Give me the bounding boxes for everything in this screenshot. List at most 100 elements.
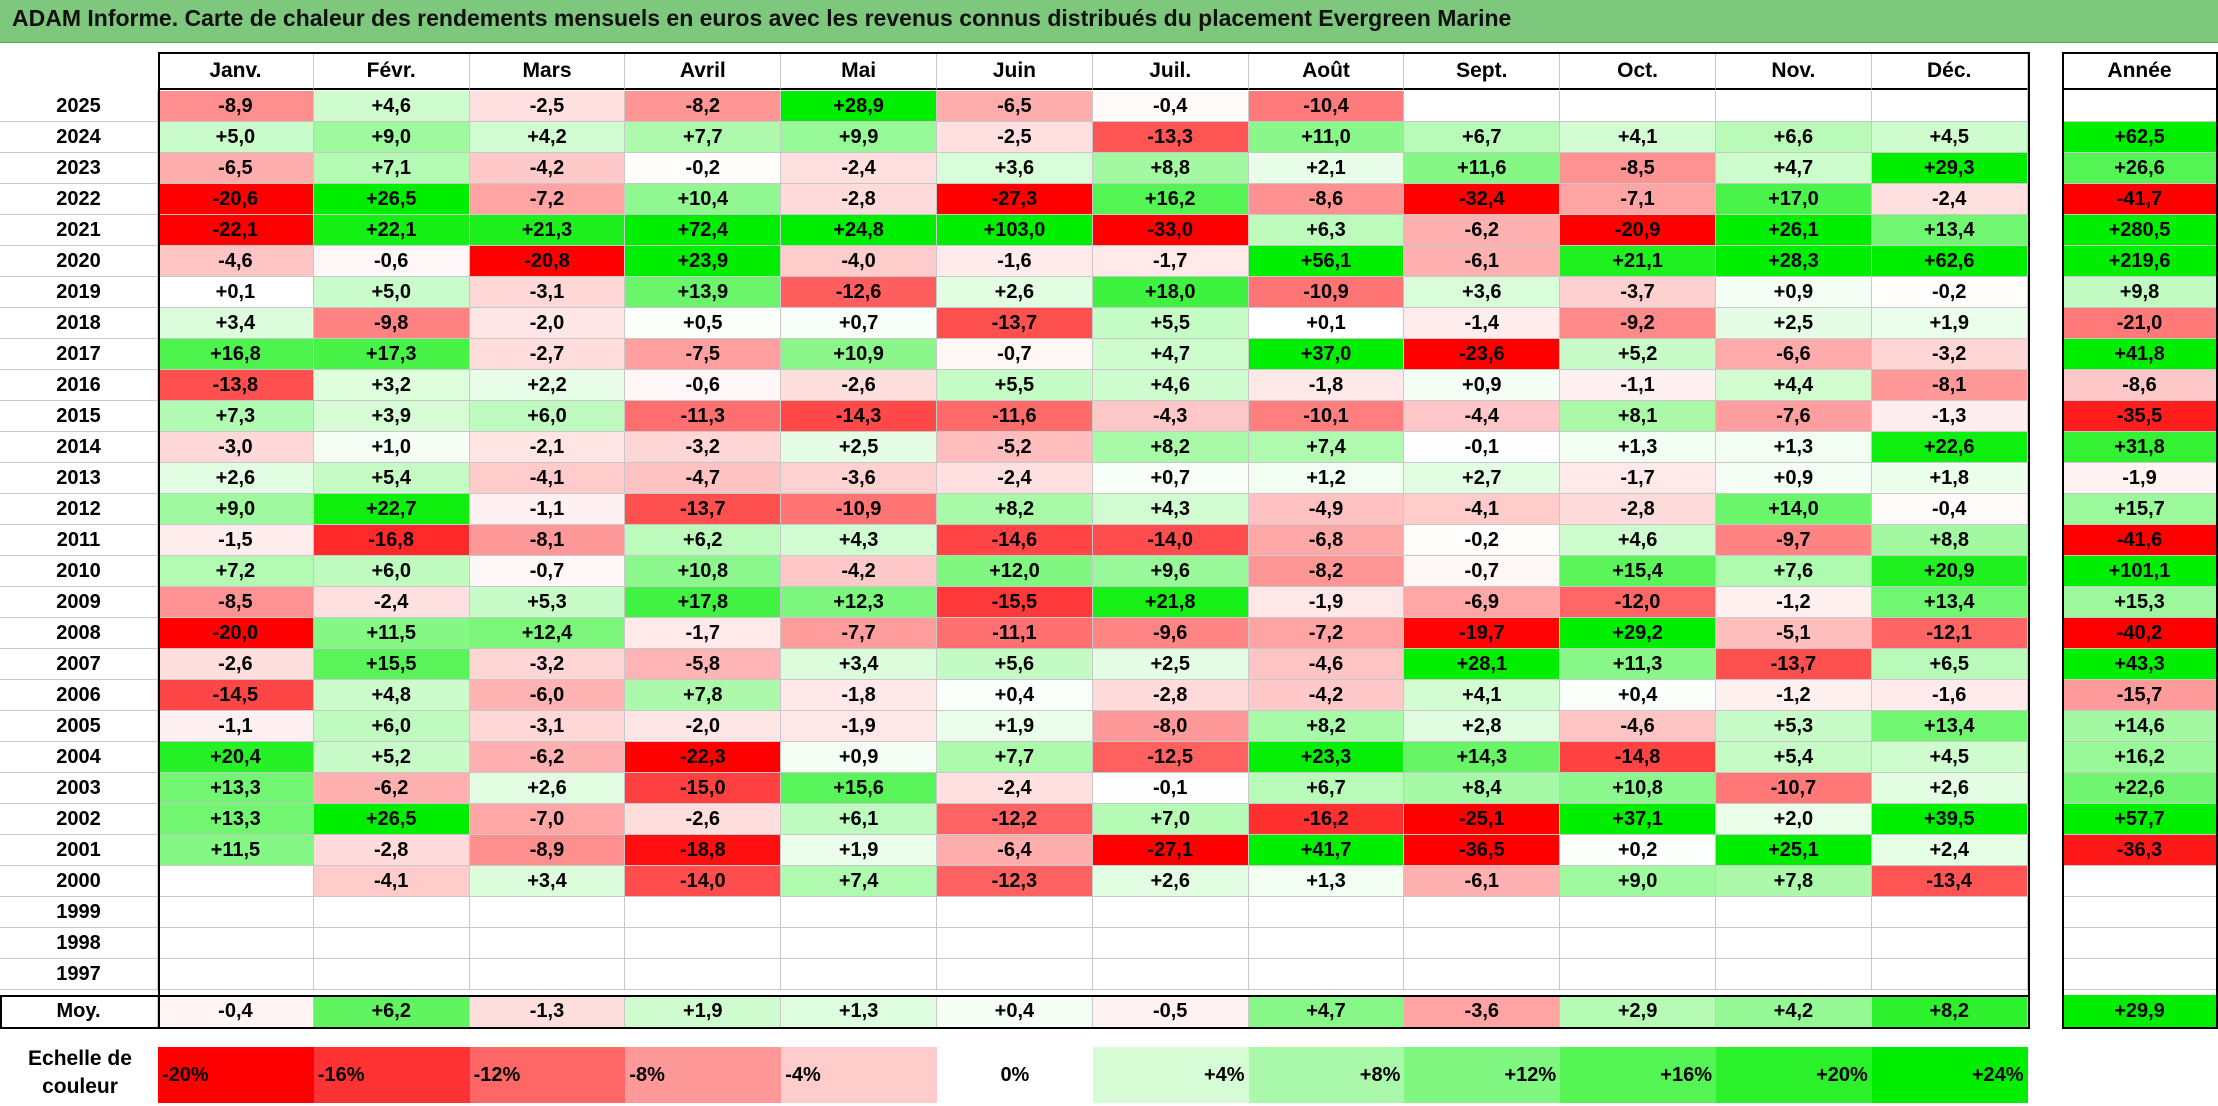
heatmap-cell [469,897,626,928]
heatmap-cell: +4,7 [1716,153,1872,184]
heatmap-cell: +4,2 [469,122,626,153]
heatmap-cell: -1,2 [1716,680,1872,711]
heatmap-cell [469,928,626,959]
heatmap-cell: -1,8 [781,680,937,711]
annual-cell: +43,3 [2062,649,2218,680]
heatmap-cell: +7,3 [158,401,314,432]
heatmap-cell: -4,3 [1092,401,1249,432]
month-header: Juil. [1092,52,1249,90]
heatmap-cell: -10,9 [1248,277,1405,308]
heatmap-cell: -2,4 [937,773,1093,804]
year-label: 2015 [0,401,158,432]
heatmap-cell: +3,2 [313,370,470,401]
annual-cell: -15,7 [2062,680,2218,711]
heatmap-cell: +62,6 [1871,246,2028,277]
annual-cell: -40,2 [2062,618,2218,649]
heatmap-cell: -6,6 [1716,339,1872,370]
heatmap-cell: +4,5 [1871,742,2028,773]
heatmap-cell: -12,2 [937,804,1093,835]
heatmap-cell: +5,3 [1716,711,1872,742]
heatmap-cell: -6,8 [1248,525,1405,556]
heatmap-cell: +9,0 [313,122,470,153]
heatmap-cell: +12,3 [781,587,937,618]
heatmap-cell: -19,7 [1404,618,1561,649]
heatmap-cell: -2,8 [781,184,937,215]
heatmap-cell: +2,7 [1404,463,1561,494]
year-label: 2019 [0,277,158,308]
heatmap-cell: +5,4 [313,463,470,494]
heatmap-cell: +0,1 [1248,308,1405,339]
heatmap-cell: +23,3 [1248,742,1405,773]
annual-cell: +41,8 [2062,339,2218,370]
heatmap-cell: +2,5 [1092,649,1249,680]
heatmap-cell: -6,2 [1404,215,1561,246]
heatmap-cell: -4,1 [469,463,626,494]
year-label: 2018 [0,308,158,339]
heatmap-cell [158,959,314,990]
heatmap-cell: +26,5 [313,804,470,835]
color-scale-swatch: +20% [1716,1047,1872,1103]
heatmap-cell: +5,0 [158,122,314,153]
average-cell: -0,4 [158,995,314,1029]
heatmap-cell: -0,4 [1871,494,2028,525]
heatmap-cell [1248,897,1405,928]
heatmap-cell [1248,959,1405,990]
heatmap-cell: +3,9 [313,401,470,432]
color-scale-label-line2: couleur [42,1075,118,1098]
heatmap-cell: +1,8 [1871,463,2028,494]
heatmap-cell [158,928,314,959]
month-header: Janv. [158,52,314,90]
color-scale-label: Echelle de couleur [0,1040,160,1106]
color-scale-swatch: 0% [937,1047,1093,1103]
heatmap-cell: +8,4 [1404,773,1561,804]
heatmap-cell [1871,928,2028,959]
heatmap-cell: +7,7 [937,742,1093,773]
heatmap-cell: +1,9 [781,835,937,866]
heatmap-cell [1716,897,1872,928]
year-label: 2016 [0,370,158,401]
heatmap-cell: -8,9 [158,91,314,122]
heatmap-cell: -1,2 [1716,587,1872,618]
heatmap-cell [1248,928,1405,959]
heatmap-cell: -13,7 [625,494,782,525]
heatmap-cell: -4,2 [469,153,626,184]
heatmap-cell: +20,4 [158,742,314,773]
title-bar: ADAM Informe. Carte de chaleur des rende… [0,0,2218,43]
average-label: Moy. [0,995,158,1029]
heatmap-cell [1092,928,1249,959]
heatmap-cell: -9,8 [313,308,470,339]
heatmap-cell: -11,6 [937,401,1093,432]
heatmap-cell: -0,2 [1404,525,1561,556]
heatmap-cell: -10,9 [781,494,937,525]
heatmap-cell: -7,6 [1716,401,1872,432]
average-cell: +1,3 [781,995,937,1029]
heatmap-cell: +0,7 [781,308,937,339]
heatmap-cell: +2,6 [158,463,314,494]
heatmap-cell: -16,8 [313,525,470,556]
average-cell: -1,3 [469,995,626,1029]
annual-cell: +280,5 [2062,215,2218,246]
heatmap-cell: -4,4 [1404,401,1561,432]
heatmap-cell: +1,0 [313,432,470,463]
heatmap-cell: +10,9 [781,339,937,370]
heatmap-cell: +4,1 [1560,122,1716,153]
heatmap-cell: +22,1 [313,215,470,246]
heatmap-cell: -1,9 [781,711,937,742]
heatmap-cell: -1,4 [1404,308,1561,339]
heatmap-cell: -2,4 [1871,184,2028,215]
heatmap-cell: +7,4 [1248,432,1405,463]
heatmap-cell: -4,7 [625,463,782,494]
heatmap-cell: -3,2 [469,649,626,680]
heatmap-cell: -12,3 [937,866,1093,897]
heatmap-cell: +37,1 [1560,804,1716,835]
annual-cell [2062,91,2218,122]
heatmap-cell [1871,897,2028,928]
heatmap-cell: +4,3 [1092,494,1249,525]
year-label: 1997 [0,959,158,990]
heatmap-cell: +3,4 [469,866,626,897]
heatmap-cell: -5,2 [937,432,1093,463]
heatmap-cell: +14,0 [1716,494,1872,525]
year-label: 2006 [0,680,158,711]
heatmap-cell: -3,2 [625,432,782,463]
